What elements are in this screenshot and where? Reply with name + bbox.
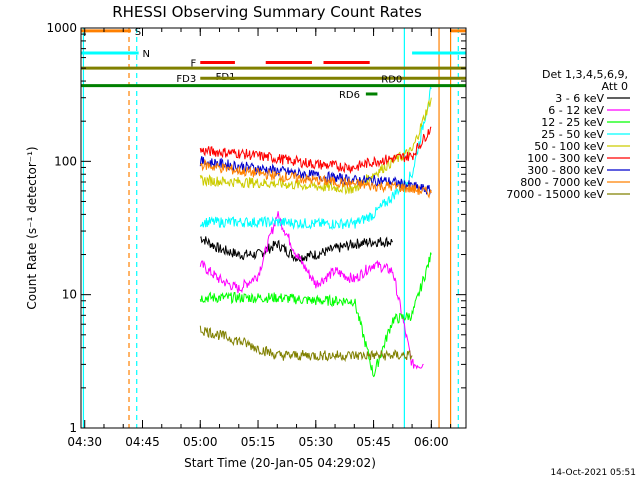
series-line [199, 85, 432, 231]
x-tick-label: 06:00 [414, 435, 449, 449]
legend-entry-label: 100 - 300 keV [527, 152, 604, 165]
flag-label: RD6 [339, 90, 360, 101]
x-tick-label: 04:30 [67, 435, 102, 449]
series-line [200, 236, 393, 264]
legend-entry-label: 25 - 50 keV [541, 128, 604, 141]
y-tick-label: 1 [69, 421, 77, 435]
legend-entry-label: 3 - 6 keV [555, 92, 604, 105]
x-tick-label: 05:15 [241, 435, 276, 449]
legend-entry-label: 6 - 12 keV [548, 104, 604, 117]
footer-timestamp: 14-Oct-2021 05:51 [551, 468, 636, 478]
series-line [199, 156, 432, 195]
flag-label: RD0 [381, 75, 402, 86]
series-line [199, 325, 413, 363]
chart-title: RHESSI Observing Summary Count Rates [112, 3, 422, 21]
y-tick-label: 10 [62, 288, 77, 302]
vertical-markers [82, 28, 459, 428]
flag-label: F [190, 59, 196, 70]
x-tick-label: 05:00 [183, 435, 218, 449]
x-axis-label: Start Time (20-Jan-05 04:29:02) [184, 456, 376, 470]
flag-label: S [135, 27, 141, 38]
plot-frame [80, 27, 467, 429]
y-axis-label: Count Rate (s⁻¹ detector⁻¹) [25, 146, 39, 309]
legend-title: Att 0 [602, 80, 628, 93]
x-tick-label: 05:45 [356, 435, 391, 449]
legend-entry-label: 50 - 100 keV [534, 140, 604, 153]
legend-entry-label: 300 - 800 keV [527, 164, 604, 177]
y-tick-label: 1000 [46, 21, 77, 35]
series-line [199, 158, 432, 199]
legend-entry-label: 800 - 7000 keV [520, 176, 604, 189]
series-line [199, 97, 432, 195]
series-line [199, 252, 432, 378]
y-tick-label: 100 [54, 154, 77, 168]
flag-label: N [142, 49, 149, 60]
legend-entry-label: 7000 - 15000 keV [506, 188, 604, 201]
series-layer [199, 85, 432, 378]
series-line [199, 126, 432, 175]
flag-label: FD3 [176, 74, 196, 85]
flag-bars: SNFFD1FD3RD0RD6 [81, 27, 466, 101]
legend-title: Det 1,3,4,5,6,9, [542, 68, 628, 81]
legend-entry-label: 12 - 25 keV [541, 116, 604, 129]
x-tick-label: 04:45 [125, 435, 160, 449]
series-line [199, 211, 424, 370]
axes: 04:30 04:45 05:00 05:15 05:30 05:45 06:00 1 10 10… [46, 21, 466, 449]
x-tick-label: 05:30 [299, 435, 334, 449]
